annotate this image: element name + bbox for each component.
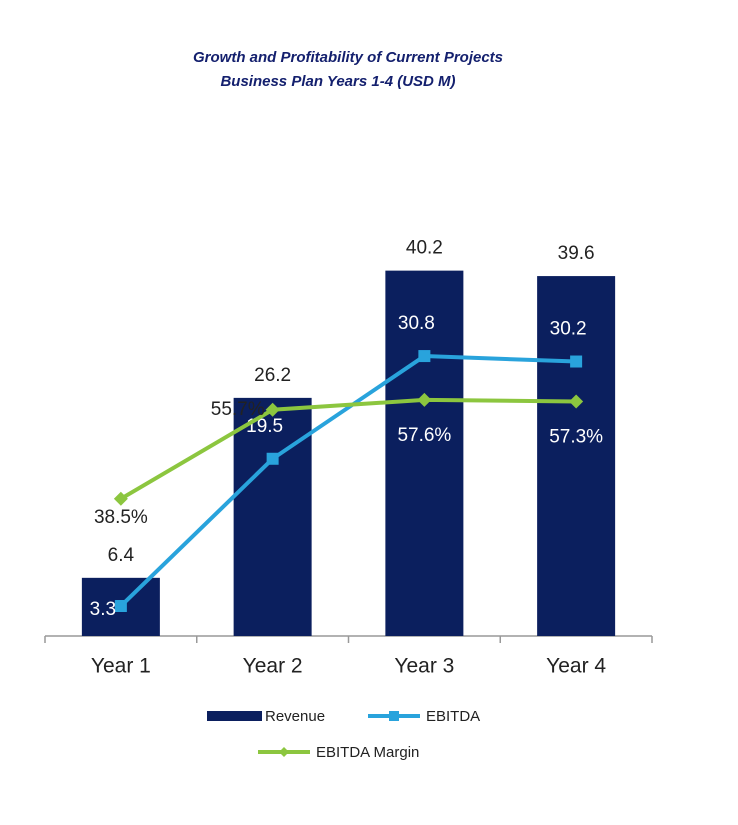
legend-label: Revenue: [265, 708, 325, 725]
data-label: 6.4: [108, 545, 135, 566]
x-tick-label: Year 4: [546, 655, 606, 678]
x-tick-label: Year 3: [394, 655, 454, 678]
legend-label: EBITDA: [426, 708, 480, 725]
bar: [537, 276, 616, 636]
marker: [569, 394, 584, 409]
data-label: 3.3: [90, 599, 116, 620]
marker: [418, 350, 431, 363]
data-label: 30.8: [398, 313, 435, 334]
marker: [570, 355, 583, 368]
data-label: 57.3%: [549, 426, 603, 447]
data-label: 55.7%: [211, 399, 265, 420]
data-label: 38.5%: [94, 507, 148, 528]
x-tick-label: Year 1: [91, 655, 151, 678]
chart-title: Growth and Profitability of Current Proj…: [193, 49, 503, 66]
line: [119, 354, 577, 608]
data-label: 39.6: [558, 243, 595, 264]
legend-swatch: [207, 711, 262, 721]
legend-marker: [279, 747, 289, 757]
marker: [266, 452, 279, 465]
data-label: 26.2: [254, 365, 291, 386]
data-label: 57.6%: [397, 425, 451, 446]
chart-subtitle: Business Plan Years 1-4 (USD M): [220, 73, 455, 90]
line: [119, 397, 577, 501]
marker: [113, 491, 128, 506]
marker: [265, 402, 280, 417]
bar: [233, 397, 312, 636]
marker: [114, 600, 127, 613]
marker: [417, 392, 432, 407]
data-label: 30.2: [550, 319, 587, 340]
x-tick-label: Year 2: [243, 655, 303, 678]
bar: [385, 270, 464, 636]
data-label: 40.2: [406, 238, 443, 259]
legend-label: EBITDA Margin: [316, 744, 419, 761]
legend-marker: [389, 711, 399, 721]
